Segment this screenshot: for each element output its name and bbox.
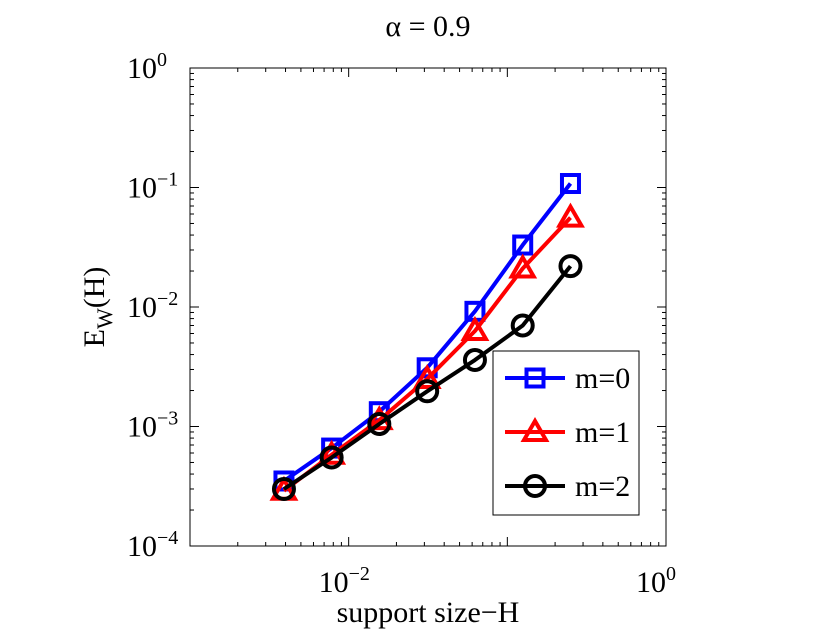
triangle-marker: [460, 315, 490, 341]
circle-marker: [415, 379, 440, 404]
legend-entry-m=2: m=2: [505, 470, 630, 503]
circle-marker: [510, 313, 535, 338]
legend: m=0 m=1 m=2: [492, 350, 640, 516]
y-axis-title: EW(H): [78, 267, 117, 348]
legend-label: m=0: [575, 362, 630, 395]
y-axis-title-rest: (H): [78, 267, 111, 309]
circle-marker: [271, 476, 296, 501]
triangle-marker: [520, 417, 550, 442]
y-axis-title-sub: W: [92, 308, 117, 329]
circle-marker: [523, 474, 547, 498]
legend-label: m=1: [575, 416, 630, 449]
x-tick-label: 10−2: [319, 563, 370, 599]
chart-title: α = 0.9: [385, 10, 470, 43]
triangle-marker: [508, 253, 538, 279]
square-marker: [559, 173, 581, 195]
legend-entry-m=1: m=1: [505, 416, 630, 449]
legend-label: m=2: [575, 470, 630, 503]
y-axis-title-base: E: [78, 329, 111, 347]
series-layer: [269, 173, 585, 501]
y-tick-label: 10−3: [127, 408, 178, 444]
y-tick-label: 100: [127, 49, 167, 85]
circle-marker: [367, 411, 392, 436]
series-m=2: [271, 254, 583, 501]
y-tick-label: 10−2: [127, 288, 178, 324]
x-tick-label: 100: [636, 563, 676, 599]
y-axis-title-group: EW(H): [78, 267, 117, 348]
square-marker: [524, 367, 546, 389]
tick-labels: 10−4 10−3 10−2 10−1 100 10−2 100: [127, 49, 676, 599]
axis-ticks: [189, 67, 667, 547]
triangle-marker: [412, 363, 442, 389]
y-tick-label: 10−4: [127, 527, 178, 563]
x-axis-title: support size−H: [337, 596, 520, 629]
series-line: [282, 216, 572, 493]
series-line: [282, 264, 573, 491]
circle-marker: [462, 348, 487, 373]
triangle-marker: [556, 202, 585, 228]
y-tick-label: 10−1: [127, 169, 178, 205]
circle-marker: [319, 445, 344, 470]
circle-marker: [558, 254, 583, 279]
legend-entry-m=0: m=0: [505, 362, 630, 395]
